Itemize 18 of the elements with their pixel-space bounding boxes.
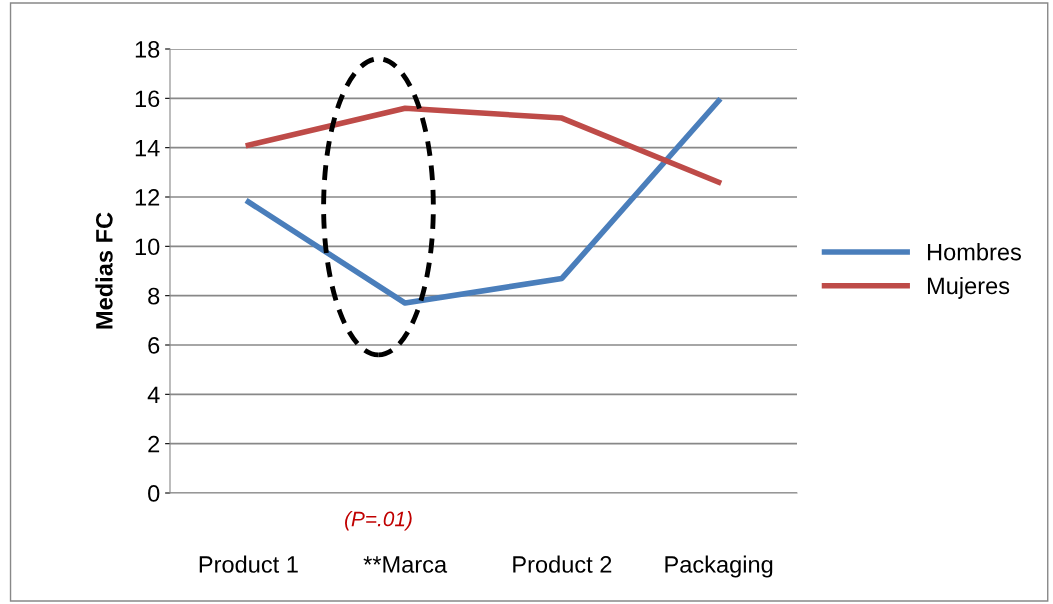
- y-tick-label: 8: [148, 287, 160, 305]
- y-tick-label: 12: [135, 189, 160, 206]
- y-tick-label: 10: [135, 238, 160, 256]
- y-tick-label: 18: [135, 41, 160, 58]
- y-axis-title: Medias FC: [95, 212, 113, 329]
- y-tick-label: 6: [148, 337, 160, 354]
- x-tick-label: Packaging: [665, 555, 773, 578]
- y-tick-label: 16: [135, 90, 160, 108]
- legend-label: Mujeres: [927, 276, 1010, 299]
- x-tick-label: Product 2: [513, 555, 612, 573]
- text: (P=.01): [345, 511, 412, 531]
- y-tick-label: 0: [148, 485, 160, 502]
- y-tick-label: 4: [147, 386, 160, 403]
- x-tick-label: Product 1: [199, 555, 298, 573]
- y-tick-label: 14: [135, 139, 160, 157]
- x-tick-label: **Marca: [363, 556, 448, 573]
- y-tick-label: 2: [148, 435, 160, 453]
- legend-label: Hombres: [927, 243, 1021, 261]
